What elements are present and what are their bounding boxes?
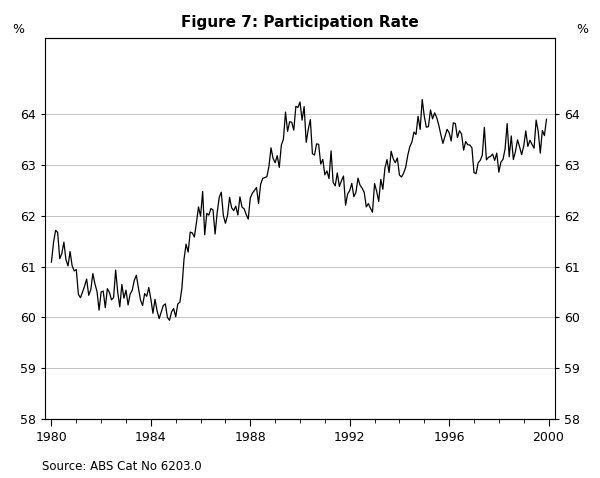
Text: %: % <box>12 23 24 36</box>
Text: Source: ABS Cat No 6203.0: Source: ABS Cat No 6203.0 <box>42 460 202 473</box>
Title: Figure 7: Participation Rate: Figure 7: Participation Rate <box>181 15 419 30</box>
Text: %: % <box>576 23 588 36</box>
